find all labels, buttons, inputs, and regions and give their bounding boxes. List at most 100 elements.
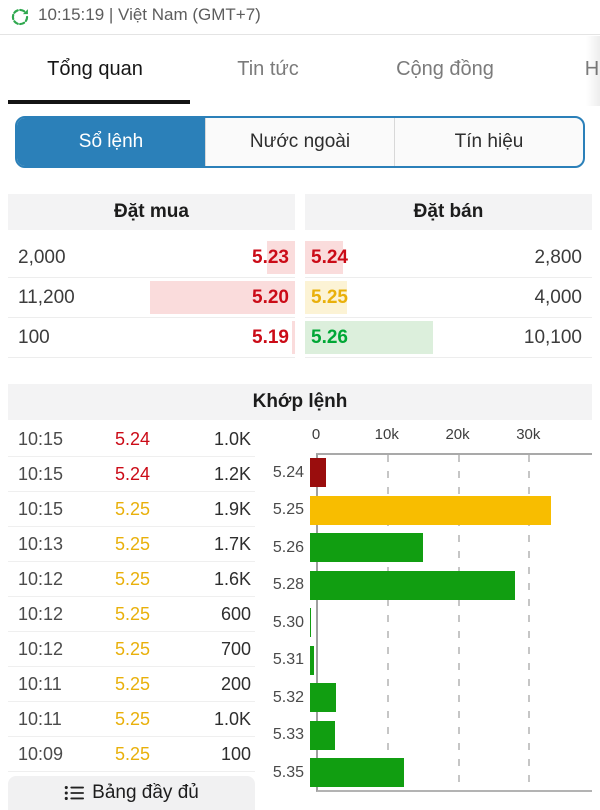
trade-price: 5.25: [114, 708, 151, 729]
trade-price: 5.24: [114, 463, 151, 484]
buy-row[interactable]: 100 5.19: [8, 318, 295, 358]
price-level-label: 5.24: [272, 463, 304, 481]
tab-0[interactable]: Tổng quan: [47, 58, 143, 80]
chart-bar-row: 5.30: [258, 604, 592, 642]
status-bar: 10:15:19 | Việt Nam (GMT+7): [0, 0, 600, 35]
trade-price: 5.25: [114, 638, 151, 659]
trade-time: 10:15: [18, 463, 64, 484]
bar-track: [310, 679, 586, 717]
tab-1[interactable]: Tin tức: [237, 58, 299, 80]
gridline: [457, 455, 460, 790]
volume-bar: [310, 683, 337, 712]
full-table-button-label: Bảng đầy đủ: [92, 782, 199, 803]
depth-bar: [266, 241, 295, 274]
buy-row[interactable]: 2,000 5.23: [8, 238, 295, 278]
trade-price: 5.24: [114, 428, 151, 449]
tab-3[interactable]: H: [585, 58, 599, 81]
trade-time: 10:13: [18, 533, 64, 554]
volume-by-price-chart: 0 10k 20k 30k 5.24 5.25 5.26 5.28 5.30 5.31 5.32 5…: [258, 426, 592, 800]
trade-time: 10:12: [18, 638, 64, 659]
order-book-sell-table: Đặt bán 5.24 2,800 5.25 4,000 5.26 10,100: [305, 194, 592, 358]
sell-price: 5.24: [311, 246, 348, 268]
chart-bar-row: 5.26: [258, 529, 592, 567]
bar-track: [310, 529, 586, 567]
volume-bar: [310, 495, 551, 525]
trade-history-list: 10:15 5.24 1.0K 10:15 5.24 1.2K 10:15 5.25 1.9K 1…: [8, 422, 255, 772]
sell-row[interactable]: 5.26 10,100: [305, 318, 592, 358]
depth-bar: [305, 241, 343, 274]
trade-row[interactable]: 10:11 5.25 1.0K: [8, 702, 255, 737]
volume-bar: [310, 645, 314, 675]
tabbar-right-fade: [586, 36, 600, 106]
price-level-label: 5.35: [272, 763, 304, 781]
buy-column-header: Đặt mua: [8, 194, 295, 230]
bar-track: [310, 492, 586, 530]
volume-bar: [310, 458, 327, 487]
buy-price: 5.20: [252, 286, 289, 308]
chart-bar-row: 5.35: [258, 754, 592, 792]
trade-price: 5.25: [114, 673, 151, 694]
trade-row[interactable]: 10:09 5.25 100: [8, 737, 255, 772]
volume-bar: [310, 570, 516, 600]
sell-quantity: 4,000: [534, 286, 582, 308]
trade-row[interactable]: 10:15 5.24 1.2K: [8, 457, 255, 492]
bar-track: [310, 754, 586, 792]
gridline: [387, 455, 390, 790]
sell-price: 5.26: [311, 326, 348, 348]
sell-row[interactable]: 5.24 2,800: [305, 238, 592, 278]
trade-volume: 200: [220, 673, 251, 694]
price-level-label: 5.30: [272, 613, 304, 631]
trade-time: 10:11: [18, 708, 62, 729]
trade-price: 5.25: [114, 743, 151, 764]
trade-row[interactable]: 10:15 5.25 1.9K: [8, 492, 255, 527]
sell-price: 5.25: [311, 286, 348, 308]
trade-time: 10:09: [18, 743, 64, 764]
trade-row[interactable]: 10:12 5.25 1.6K: [8, 562, 255, 597]
trade-volume: 600: [220, 603, 251, 624]
buy-row[interactable]: 11,200 5.20: [8, 278, 295, 318]
list-icon: [64, 784, 85, 802]
sell-column-header: Đặt bán: [305, 194, 592, 230]
trade-time: 10:12: [18, 568, 64, 589]
price-level-label: 5.25: [272, 501, 304, 519]
segment-1[interactable]: Nước ngoài: [205, 118, 394, 166]
x-tick-label: 10k: [374, 426, 399, 443]
trade-price: 5.25: [114, 498, 151, 519]
sell-quantity: 2,800: [534, 246, 582, 268]
buy-quantity: 100: [18, 326, 50, 348]
trade-row[interactable]: 10:15 5.24 1.0K: [8, 422, 255, 457]
trade-volume: 1.6K: [213, 568, 251, 589]
chart-x-axis-labels: 0 10k 20k 30k: [312, 426, 592, 448]
trade-row[interactable]: 10:11 5.25 200: [8, 667, 255, 702]
bar-track: [310, 454, 586, 492]
price-level-label: 5.31: [272, 651, 304, 669]
depth-bar: [305, 321, 433, 354]
trade-row[interactable]: 10:13 5.25 1.7K: [8, 527, 255, 562]
bar-track: [310, 717, 586, 755]
trade-row[interactable]: 10:12 5.25 600: [8, 597, 255, 632]
buy-price: 5.23: [252, 246, 289, 268]
segment-2[interactable]: Tín hiệu: [394, 118, 583, 166]
chart-bar-row: 5.24: [258, 454, 592, 492]
trade-row[interactable]: 10:12 5.25 700: [8, 632, 255, 667]
sell-row[interactable]: 5.25 4,000: [305, 278, 592, 318]
tab-2[interactable]: Cộng đồng: [396, 58, 494, 80]
trade-time: 10:15: [18, 428, 64, 449]
matched-orders-title: Khớp lệnh: [8, 384, 592, 420]
trade-volume: 1.9K: [213, 498, 251, 519]
bar-track: [310, 604, 586, 642]
segment-0[interactable]: Sổ lệnh: [17, 118, 205, 166]
trade-price: 5.25: [114, 568, 151, 589]
full-table-button[interactable]: Bảng đầy đủ: [8, 776, 255, 810]
depth-bar: [305, 281, 347, 314]
refresh-icon[interactable]: [10, 7, 30, 27]
price-level-label: 5.32: [272, 688, 304, 706]
x-tick-label: 30k: [516, 426, 541, 443]
buy-quantity: 11,200: [18, 286, 75, 308]
view-segmented-control: Sổ lệnh Nước ngoài Tín hiệu: [15, 116, 585, 168]
trade-volume: 100: [220, 743, 251, 764]
bar-track: [310, 567, 586, 605]
trade-volume: 1.0K: [213, 428, 251, 449]
main-tab-bar: Tổng quan Tin tức Cộng đồng H: [0, 36, 600, 106]
trade-time: 10:11: [18, 673, 62, 694]
